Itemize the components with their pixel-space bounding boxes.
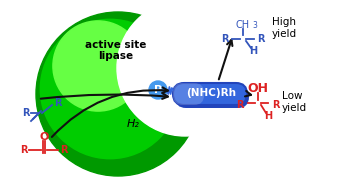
Text: High: High xyxy=(272,17,296,27)
Text: R: R xyxy=(272,100,279,110)
Text: H: H xyxy=(249,46,257,56)
Circle shape xyxy=(40,19,180,159)
FancyBboxPatch shape xyxy=(175,86,249,108)
FancyBboxPatch shape xyxy=(173,83,247,105)
Text: yield: yield xyxy=(272,29,297,39)
Text: OH: OH xyxy=(247,81,268,94)
Text: R: R xyxy=(60,145,67,155)
Circle shape xyxy=(53,21,143,111)
Text: yield: yield xyxy=(282,103,307,113)
Circle shape xyxy=(117,0,253,136)
Text: R: R xyxy=(22,108,30,118)
FancyBboxPatch shape xyxy=(173,83,204,105)
Text: R: R xyxy=(221,34,229,44)
Text: H₂: H₂ xyxy=(126,119,139,129)
Circle shape xyxy=(149,81,167,99)
Text: (NHC)Rh: (NHC)Rh xyxy=(186,88,236,98)
Text: R: R xyxy=(20,145,28,155)
Text: R: R xyxy=(237,100,244,110)
Text: H: H xyxy=(264,111,272,121)
Text: O: O xyxy=(39,132,49,142)
Text: Low: Low xyxy=(282,91,302,101)
Text: 3: 3 xyxy=(252,22,257,30)
Text: R: R xyxy=(257,34,264,44)
Text: R: R xyxy=(54,98,61,108)
Text: lipase: lipase xyxy=(98,51,134,61)
Text: CH: CH xyxy=(236,20,250,30)
Circle shape xyxy=(36,12,200,176)
Text: active site: active site xyxy=(85,40,147,50)
Text: P: P xyxy=(154,85,162,95)
